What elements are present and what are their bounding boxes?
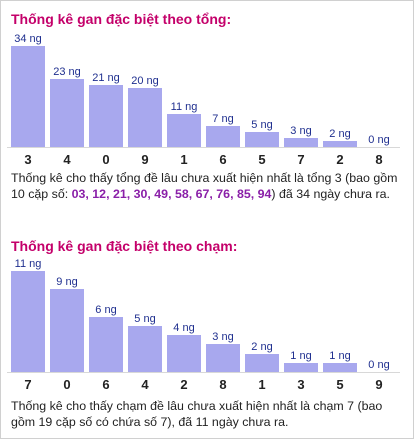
touch-category-label-9: 9 [375,377,382,392]
sum-data-label-1: 11 ng [171,101,198,113]
sum-category-label-7: 7 [297,152,304,167]
sum-category-label-0: 0 [102,152,109,167]
sum-category-label-1: 1 [180,152,187,167]
sum-bar-4 [50,79,84,147]
sum-bar-3 [11,46,45,147]
touch-data-label-3: 1 ng [290,350,311,362]
sum-pairs-highlight: 03, 12, 21, 30, 49, 58, 67, 76, 85, 94 [71,187,272,201]
touch-data-label-4: 5 ng [134,313,155,325]
sum-data-label-8: 0 ng [368,134,389,146]
touch-category-label-7: 7 [24,377,31,392]
sum-bar-5 [245,132,279,147]
touch-data-label-6: 6 ng [95,304,116,316]
touch-section-title: Thống kê gan đặc biệt theo chạm: [11,238,238,254]
sum-bar-0 [89,85,123,147]
sum-data-label-7: 3 ng [290,125,311,137]
touch-bar-8 [206,344,240,372]
touch-category-label-8: 8 [219,377,226,392]
sum-data-label-0: 21 ng [92,72,120,84]
touch-bar-6 [89,317,123,372]
sum-category-label-6: 6 [219,152,226,167]
sum-category-label-5: 5 [258,152,265,167]
sum-category-label-8: 8 [375,152,382,167]
touch-category-label-3: 3 [297,377,304,392]
touch-bar-7 [11,271,45,372]
touch-data-label-9: 0 ng [368,359,389,371]
sum-section-title: Thống kê gan đặc biệt theo tổng: [11,11,232,27]
touch-category-label-1: 1 [258,377,265,392]
sum-bar-2 [323,141,357,147]
sum-bar-9 [128,88,162,147]
sum-bar-7 [284,138,318,147]
touch-data-label-8: 3 ng [212,331,233,343]
touch-bar-0 [50,289,84,372]
touch-bar-2 [167,335,201,372]
touch-bar-1 [245,354,279,372]
touch-data-label-2: 4 ng [173,322,194,334]
touch-category-label-0: 0 [63,377,70,392]
touch-bar-3 [284,363,318,372]
touch-data-label-7: 11 ng [15,258,42,270]
touch-data-label-1: 2 ng [251,341,272,353]
touch-category-label-6: 6 [102,377,109,392]
sum-data-label-5: 5 ng [251,119,272,131]
sum-description-before: Thống kê cho thấy tổng đề lâu chưa xuất … [11,171,398,201]
sum-data-label-9: 20 ng [131,75,159,87]
sum-data-label-2: 2 ng [329,128,350,140]
sum-description-after: ) đã 34 ngày chưa ra. [271,187,390,201]
sum-data-label-6: 7 ng [212,113,233,125]
touch-category-label-4: 4 [141,377,149,392]
sum-description: Thống kê cho thấy tổng đề lâu chưa xuất … [11,170,407,202]
sum-bar-1 [167,114,201,147]
touch-description: Thống kê cho thấy chạm đề lâu chưa xuất … [11,398,407,430]
touch-category-label-2: 2 [180,377,187,392]
touch-bar-5 [323,363,357,372]
sum-data-label-4: 23 ng [53,66,81,78]
sum-category-label-4: 4 [63,152,71,167]
touch-bar-4 [128,326,162,372]
sum-bar-6 [206,126,240,147]
sum-category-label-9: 9 [141,152,148,167]
touch-category-label-5: 5 [336,377,343,392]
touch-data-label-0: 9 ng [56,276,77,288]
touch-data-label-5: 1 ng [329,350,350,362]
sum-category-label-3: 3 [24,152,31,167]
sum-category-label-2: 2 [336,152,343,167]
sum-data-label-3: 34 ng [14,33,42,45]
touch-description-before: Thống kê cho thấy chạm đề lâu chưa xuất … [11,399,383,429]
